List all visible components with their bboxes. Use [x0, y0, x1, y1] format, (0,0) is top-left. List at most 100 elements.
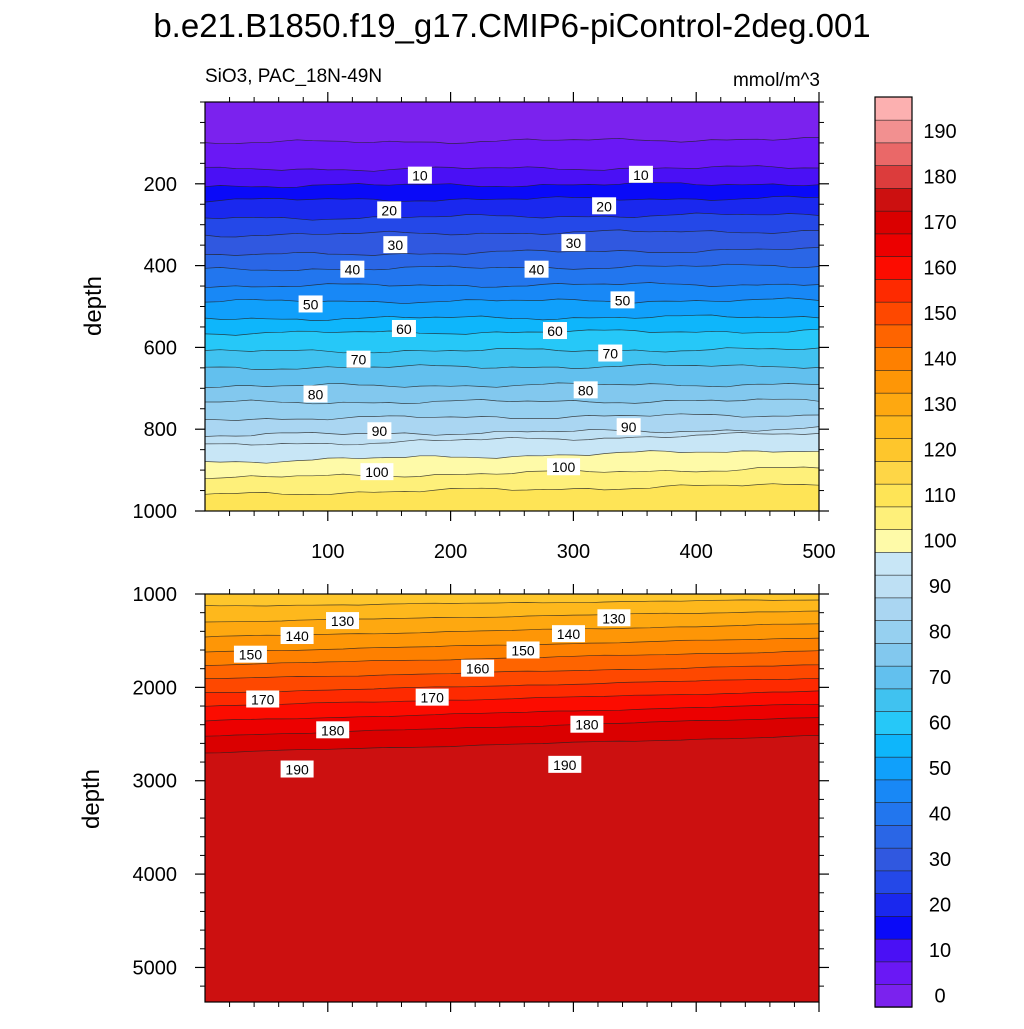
- lower-label-bg: [280, 760, 314, 778]
- upper-label-bg: [592, 197, 617, 215]
- upper-label-text: 60: [396, 321, 412, 337]
- lower-label-bg: [246, 690, 280, 708]
- upper-contour-70: [205, 363, 819, 370]
- upper-contour-label: 10: [407, 166, 432, 184]
- colorbar-label: 100: [923, 531, 956, 553]
- colorbar-swatch: [874, 119, 913, 144]
- upper-xtick-label: 300: [557, 541, 590, 563]
- lower-contour-label: 170: [246, 690, 280, 708]
- lower-label-bg: [551, 625, 585, 643]
- lower-contour-label: 140: [280, 627, 314, 645]
- upper-contour-label: 60: [391, 319, 416, 337]
- upper-contour-65: [205, 347, 819, 354]
- upper-axes: 200 400 600 800 1000 100 200 300 400 500: [133, 92, 836, 563]
- upper-label-bg: [610, 291, 635, 309]
- lower-contour-155: [205, 677, 819, 693]
- upper-ytick-label: 200: [144, 174, 177, 196]
- colorbar-swatch: [874, 210, 913, 235]
- colorbar-label: 70: [929, 667, 951, 689]
- upper-label-bg: [524, 260, 549, 278]
- lower-label-text: 180: [575, 717, 599, 733]
- upper-label-bg: [340, 260, 365, 278]
- colorbar-swatch: [874, 392, 913, 417]
- upper-ytick-label: 400: [144, 256, 177, 278]
- upper-contour-20: [205, 195, 819, 203]
- colorbar-label: 150: [923, 303, 956, 325]
- panel-subtitle: SiO3, PAC_18N-49N: [205, 66, 382, 87]
- colorbar-swatch: [874, 187, 913, 212]
- lower-contour-125: [205, 599, 819, 607]
- upper-label-text: 90: [372, 423, 388, 439]
- upper-contour-45: [205, 282, 819, 289]
- lower-contour-label: 190: [548, 755, 582, 773]
- lower-label-bg: [316, 721, 350, 739]
- upper-contour-label: 70: [598, 344, 623, 362]
- colorbar-swatch: [874, 551, 913, 576]
- colorbar-swatch: [874, 255, 913, 280]
- lower-contour-175: [205, 735, 819, 754]
- figure-title: b.e21.B1850.f19_g17.CMIP6-piControl-2deg…: [153, 7, 870, 44]
- upper-label-bg: [346, 350, 371, 368]
- lower-label-bg: [461, 659, 495, 677]
- upper-contour-80: [205, 398, 819, 405]
- upper-contour-55: [205, 314, 819, 321]
- lower-contour-150: [205, 664, 819, 679]
- lower-contour-170: [205, 717, 819, 737]
- colorbar-swatch: [874, 324, 913, 348]
- upper-label-text: 90: [621, 419, 637, 435]
- lower-label-bg: [326, 612, 360, 630]
- upper-label-bg: [616, 418, 641, 436]
- colorbar-swatch: [874, 915, 913, 940]
- lower-contour-160: [205, 690, 819, 707]
- upper-contour-95: [205, 432, 819, 446]
- colorbar-swatch: [874, 142, 913, 166]
- lower-label-text: 130: [331, 613, 355, 629]
- upper-label-text: 80: [578, 382, 594, 398]
- upper-contour-label: 90: [367, 422, 392, 440]
- upper-label-bg: [573, 381, 598, 399]
- upper-contour-label: 80: [573, 381, 598, 399]
- lower-label-bg: [280, 627, 314, 645]
- upper-label-text: 20: [381, 202, 397, 218]
- upper-label-text: 60: [547, 323, 563, 339]
- colorbar-label: 0: [934, 986, 945, 1008]
- upper-contour-label: 40: [340, 260, 365, 278]
- upper-contour-label: 50: [610, 291, 635, 309]
- upper-contour-label: 40: [524, 260, 549, 278]
- colorbar-label: 180: [923, 167, 956, 189]
- colorbar-swatch: [874, 301, 913, 326]
- lower-frame: [204, 593, 820, 1003]
- lower-contour-label: 170: [415, 688, 449, 706]
- upper-label-bg: [377, 201, 402, 219]
- upper-contour-105: [205, 466, 819, 480]
- upper-contour-40: [205, 263, 819, 272]
- colorbar-swatch: [874, 665, 913, 690]
- upper-contour-100: [205, 450, 819, 464]
- upper-xtick-label: 200: [434, 541, 467, 563]
- lower-label-bg: [506, 641, 540, 659]
- upper-contour-label: 20: [592, 197, 617, 215]
- upper-contour-label: 10: [628, 165, 653, 183]
- colorbar-swatch: [874, 870, 913, 894]
- upper-label-bg: [407, 166, 432, 184]
- upper-label-text: 30: [388, 237, 404, 253]
- lower-axes: 1000 2000 3000 4000 5000: [133, 584, 829, 1012]
- upper-xtick-label: 400: [680, 541, 713, 563]
- upper-label-bg: [391, 319, 416, 337]
- lower-contour-label: 140: [551, 625, 585, 643]
- colorbar-label: 20: [929, 895, 951, 917]
- upper-contour-label: 60: [542, 322, 567, 340]
- upper-contour-30: [205, 229, 819, 238]
- upper-label-bg: [360, 463, 394, 481]
- lower-contour-label: 130: [326, 612, 360, 630]
- upper-label-text: 70: [602, 346, 618, 362]
- colorbar-label: 160: [923, 258, 956, 280]
- upper-label-text: 50: [615, 292, 631, 308]
- upper-label-text: 50: [303, 296, 319, 312]
- colorbar-swatch: [874, 233, 913, 257]
- units-label: mmol/m^3: [733, 70, 820, 91]
- upper-contour-label: 50: [298, 295, 323, 313]
- lower-ytick-label: 2000: [133, 677, 178, 699]
